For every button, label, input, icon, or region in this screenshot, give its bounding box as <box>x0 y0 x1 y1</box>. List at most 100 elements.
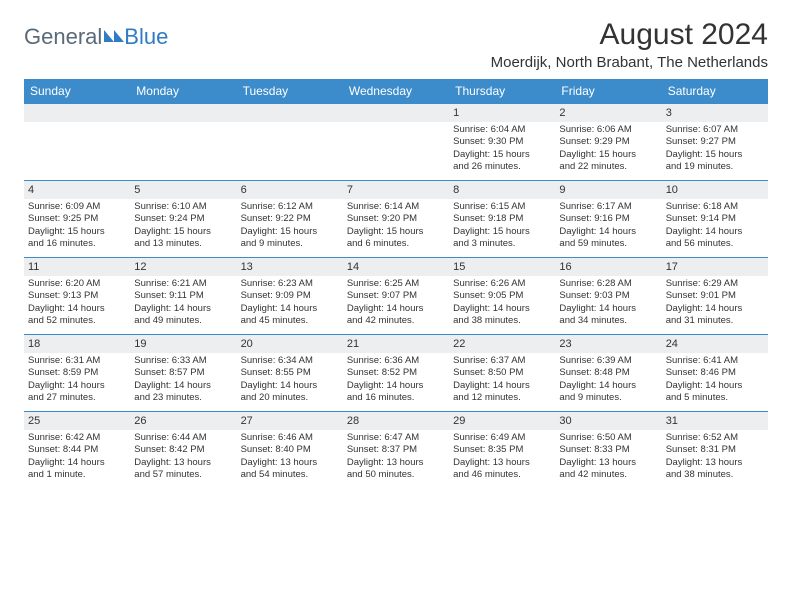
day-detail-line: Sunrise: 6:20 AM <box>28 278 126 290</box>
day-detail-line: Daylight: 14 hours <box>666 380 764 392</box>
day-number <box>237 104 343 122</box>
day-cell: 14Sunrise: 6:25 AMSunset: 9:07 PMDayligh… <box>343 258 449 334</box>
day-detail-line: Sunset: 9:22 PM <box>241 213 339 225</box>
day-cell: 3Sunrise: 6:07 AMSunset: 9:27 PMDaylight… <box>662 104 768 180</box>
day-detail-line: Sunrise: 6:39 AM <box>559 355 657 367</box>
week-row: 18Sunrise: 6:31 AMSunset: 8:59 PMDayligh… <box>24 334 768 411</box>
day-detail-line: Sunset: 9:25 PM <box>28 213 126 225</box>
day-detail-line: Sunrise: 6:18 AM <box>666 201 764 213</box>
day-number: 26 <box>130 412 236 430</box>
day-detail-line: Sunset: 8:57 PM <box>134 367 232 379</box>
day-detail-line: and 34 minutes. <box>559 315 657 327</box>
day-number: 13 <box>237 258 343 276</box>
day-details: Sunrise: 6:23 AMSunset: 9:09 PMDaylight:… <box>237 276 343 334</box>
dow-tuesday: Tuesday <box>237 79 343 103</box>
day-detail-line: and 23 minutes. <box>134 392 232 404</box>
day-detail-line: Sunrise: 6:36 AM <box>347 355 445 367</box>
page-header: General Blue August 2024 Moerdijk, North… <box>24 18 768 71</box>
day-detail-line: and 9 minutes. <box>559 392 657 404</box>
day-number: 11 <box>24 258 130 276</box>
day-detail-line: Sunrise: 6:28 AM <box>559 278 657 290</box>
day-number: 24 <box>662 335 768 353</box>
day-detail-line: Daylight: 15 hours <box>241 226 339 238</box>
day-detail-line: Sunset: 9:03 PM <box>559 290 657 302</box>
day-detail-line: Daylight: 14 hours <box>666 226 764 238</box>
day-cell: 19Sunrise: 6:33 AMSunset: 8:57 PMDayligh… <box>130 335 236 411</box>
day-number <box>24 104 130 122</box>
day-number: 9 <box>555 181 661 199</box>
day-detail-line: Sunset: 8:42 PM <box>134 444 232 456</box>
day-detail-line: and 12 minutes. <box>453 392 551 404</box>
week-row: 25Sunrise: 6:42 AMSunset: 8:44 PMDayligh… <box>24 411 768 488</box>
calendar-page: General Blue August 2024 Moerdijk, North… <box>0 0 792 506</box>
day-detail-line: Sunset: 9:16 PM <box>559 213 657 225</box>
day-cell: 2Sunrise: 6:06 AMSunset: 9:29 PMDaylight… <box>555 104 661 180</box>
day-cell: 13Sunrise: 6:23 AMSunset: 9:09 PMDayligh… <box>237 258 343 334</box>
day-details: Sunrise: 6:37 AMSunset: 8:50 PMDaylight:… <box>449 353 555 411</box>
day-number: 19 <box>130 335 236 353</box>
brand-logo: General Blue <box>24 18 168 50</box>
day-cell: 29Sunrise: 6:49 AMSunset: 8:35 PMDayligh… <box>449 412 555 488</box>
day-detail-line: and 54 minutes. <box>241 469 339 481</box>
day-cell: 28Sunrise: 6:47 AMSunset: 8:37 PMDayligh… <box>343 412 449 488</box>
day-detail-line: and 45 minutes. <box>241 315 339 327</box>
day-detail-line: Daylight: 13 hours <box>453 457 551 469</box>
day-detail-line: and 49 minutes. <box>134 315 232 327</box>
day-cell: 4Sunrise: 6:09 AMSunset: 9:25 PMDaylight… <box>24 181 130 257</box>
day-detail-line: Sunset: 9:13 PM <box>28 290 126 302</box>
day-number: 15 <box>449 258 555 276</box>
day-detail-line: and 3 minutes. <box>453 238 551 250</box>
day-details: Sunrise: 6:04 AMSunset: 9:30 PMDaylight:… <box>449 122 555 180</box>
day-details: Sunrise: 6:47 AMSunset: 8:37 PMDaylight:… <box>343 430 449 488</box>
day-detail-line: Daylight: 15 hours <box>666 149 764 161</box>
day-cell: 31Sunrise: 6:52 AMSunset: 8:31 PMDayligh… <box>662 412 768 488</box>
day-details: Sunrise: 6:34 AMSunset: 8:55 PMDaylight:… <box>237 353 343 411</box>
day-detail-line: and 31 minutes. <box>666 315 764 327</box>
day-details: Sunrise: 6:26 AMSunset: 9:05 PMDaylight:… <box>449 276 555 334</box>
day-detail-line: Sunset: 9:29 PM <box>559 136 657 148</box>
day-number: 12 <box>130 258 236 276</box>
day-cell: 30Sunrise: 6:50 AMSunset: 8:33 PMDayligh… <box>555 412 661 488</box>
day-details: Sunrise: 6:07 AMSunset: 9:27 PMDaylight:… <box>662 122 768 180</box>
day-detail-line: Daylight: 15 hours <box>134 226 232 238</box>
day-detail-line: Daylight: 14 hours <box>241 303 339 315</box>
day-number: 29 <box>449 412 555 430</box>
day-detail-line: and 6 minutes. <box>347 238 445 250</box>
logo-triangle-icon <box>104 26 124 49</box>
day-details: Sunrise: 6:44 AMSunset: 8:42 PMDaylight:… <box>130 430 236 488</box>
day-detail-line: Sunset: 9:27 PM <box>666 136 764 148</box>
day-detail-line: Sunrise: 6:52 AM <box>666 432 764 444</box>
day-details: Sunrise: 6:36 AMSunset: 8:52 PMDaylight:… <box>343 353 449 411</box>
day-number: 6 <box>237 181 343 199</box>
day-detail-line: Sunset: 8:52 PM <box>347 367 445 379</box>
day-details: Sunrise: 6:28 AMSunset: 9:03 PMDaylight:… <box>555 276 661 334</box>
day-detail-line: Sunset: 8:59 PM <box>28 367 126 379</box>
day-detail-line: Daylight: 14 hours <box>134 380 232 392</box>
day-number: 28 <box>343 412 449 430</box>
day-detail-line: Daylight: 14 hours <box>559 226 657 238</box>
day-detail-line: Sunset: 8:46 PM <box>666 367 764 379</box>
day-cell <box>343 104 449 180</box>
day-detail-line: Sunset: 9:09 PM <box>241 290 339 302</box>
day-detail-line: Sunrise: 6:15 AM <box>453 201 551 213</box>
day-detail-line: and 13 minutes. <box>134 238 232 250</box>
day-details: Sunrise: 6:21 AMSunset: 9:11 PMDaylight:… <box>130 276 236 334</box>
day-number: 7 <box>343 181 449 199</box>
day-number: 27 <box>237 412 343 430</box>
day-details <box>237 122 343 180</box>
day-detail-line: Daylight: 13 hours <box>666 457 764 469</box>
day-cell: 10Sunrise: 6:18 AMSunset: 9:14 PMDayligh… <box>662 181 768 257</box>
day-detail-line: Daylight: 15 hours <box>453 149 551 161</box>
day-detail-line: Sunrise: 6:09 AM <box>28 201 126 213</box>
day-detail-line: Daylight: 14 hours <box>347 380 445 392</box>
day-details: Sunrise: 6:41 AMSunset: 8:46 PMDaylight:… <box>662 353 768 411</box>
day-details: Sunrise: 6:50 AMSunset: 8:33 PMDaylight:… <box>555 430 661 488</box>
day-detail-line: Sunrise: 6:04 AM <box>453 124 551 136</box>
calendar-grid: Sunday Monday Tuesday Wednesday Thursday… <box>24 79 768 488</box>
day-cell: 23Sunrise: 6:39 AMSunset: 8:48 PMDayligh… <box>555 335 661 411</box>
day-detail-line: and 50 minutes. <box>347 469 445 481</box>
day-cell: 9Sunrise: 6:17 AMSunset: 9:16 PMDaylight… <box>555 181 661 257</box>
dow-sunday: Sunday <box>24 79 130 103</box>
day-detail-line: and 27 minutes. <box>28 392 126 404</box>
day-detail-line: Daylight: 15 hours <box>453 226 551 238</box>
